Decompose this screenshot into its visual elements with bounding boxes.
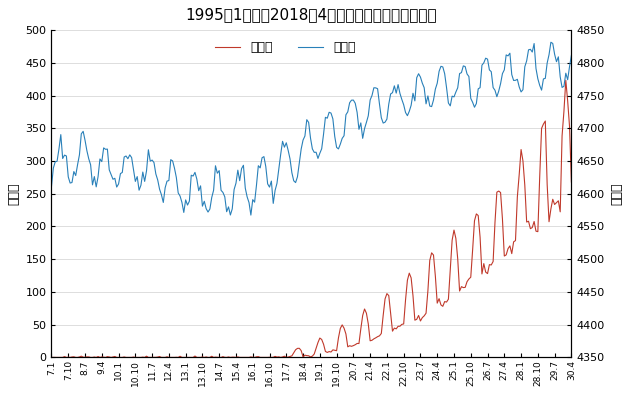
Y-axis label: 外国人: 外国人 (7, 182, 20, 205)
日本人 (299, 138, 307, 142)
Line: 日本人: 日本人 (52, 42, 571, 215)
外国人 (297, 348, 305, 353)
Legend: 外国人, 日本人: 外国人, 日本人 (210, 36, 360, 59)
日本人 (247, 213, 255, 217)
日本人 (48, 184, 55, 189)
外国人 (476, 235, 484, 239)
外国人 (368, 338, 375, 343)
外国人 (480, 261, 488, 266)
外国人 (568, 180, 575, 184)
日本人 (370, 85, 377, 90)
日本人 (482, 56, 490, 61)
Title: 1995年1月から2018年4月までのニセコ町人口推移: 1995年1月から2018年4月までのニセコ町人口推移 (186, 7, 437, 22)
外国人 (128, 355, 135, 360)
Y-axis label: 日本人: 日本人 (610, 182, 623, 205)
日本人 (547, 40, 554, 44)
日本人 (478, 63, 486, 68)
外国人 (344, 345, 352, 349)
日本人 (128, 155, 135, 160)
Line: 外国人: 外国人 (52, 80, 571, 357)
日本人 (568, 53, 575, 58)
外国人 (562, 78, 570, 83)
外国人 (48, 355, 55, 360)
日本人 (346, 100, 353, 105)
